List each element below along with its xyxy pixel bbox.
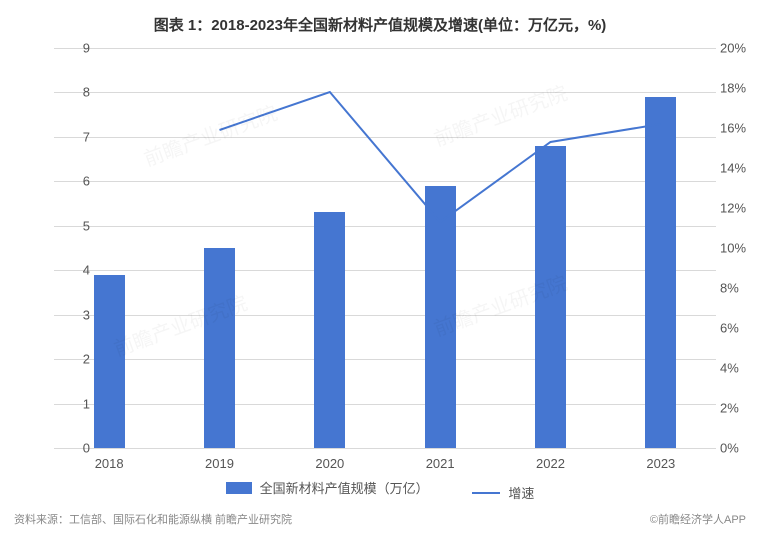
legend-line-item: 增速 — [472, 483, 534, 502]
y-left-tick-label: 1 — [60, 396, 90, 411]
chart-title: 图表 1：2018-2023年全国新材料产值规模及增速(单位：万亿元，%) — [0, 0, 760, 35]
legend-line-label: 增速 — [508, 483, 534, 502]
y-left-tick-label: 4 — [60, 263, 90, 278]
y-right-tick-label: 6% — [720, 321, 760, 336]
legend: 全国新材料产值规模（万亿） 增速 — [0, 478, 760, 502]
y-left-tick-label: 3 — [60, 307, 90, 322]
y-right-tick-label: 0% — [720, 441, 760, 456]
y-right-tick-label: 20% — [720, 41, 760, 56]
y-right-tick-label: 4% — [720, 361, 760, 376]
x-tick-label: 2019 — [205, 456, 234, 471]
source-text: 资料来源：工信部、国际石化和能源纵横 前瞻产业研究院 — [14, 511, 292, 527]
chart-plot-area — [54, 48, 716, 448]
y-right-tick-label: 2% — [720, 401, 760, 416]
copyright-text: ©前瞻经济学人APP — [650, 511, 746, 527]
legend-line-swatch — [472, 492, 500, 494]
x-tick-label: 2021 — [426, 456, 455, 471]
y-right-tick-label: 12% — [720, 201, 760, 216]
y-left-tick-label: 2 — [60, 352, 90, 367]
legend-bar-item: 全国新材料产值规模（万亿） — [226, 478, 429, 497]
y-right-tick-label: 18% — [720, 81, 760, 96]
footer: 资料来源：工信部、国际石化和能源纵横 前瞻产业研究院 ©前瞻经济学人APP — [14, 511, 746, 527]
gridline — [54, 448, 716, 449]
y-right-tick-label: 8% — [720, 281, 760, 296]
y-right-tick-label: 16% — [720, 121, 760, 136]
x-tick-label: 2022 — [536, 456, 565, 471]
y-left-tick-label: 8 — [60, 85, 90, 100]
x-tick-label: 2018 — [95, 456, 124, 471]
y-right-tick-label: 10% — [720, 241, 760, 256]
x-tick-label: 2023 — [646, 456, 675, 471]
x-tick-label: 2020 — [315, 456, 344, 471]
y-right-tick-label: 14% — [720, 161, 760, 176]
y-left-tick-label: 0 — [60, 441, 90, 456]
y-left-tick-label: 5 — [60, 218, 90, 233]
y-left-tick-label: 6 — [60, 174, 90, 189]
y-left-tick-label: 9 — [60, 41, 90, 56]
legend-bar-label: 全国新材料产值规模（万亿） — [260, 478, 429, 497]
legend-bar-swatch — [226, 482, 252, 494]
growth-line — [54, 48, 716, 448]
y-left-tick-label: 7 — [60, 129, 90, 144]
